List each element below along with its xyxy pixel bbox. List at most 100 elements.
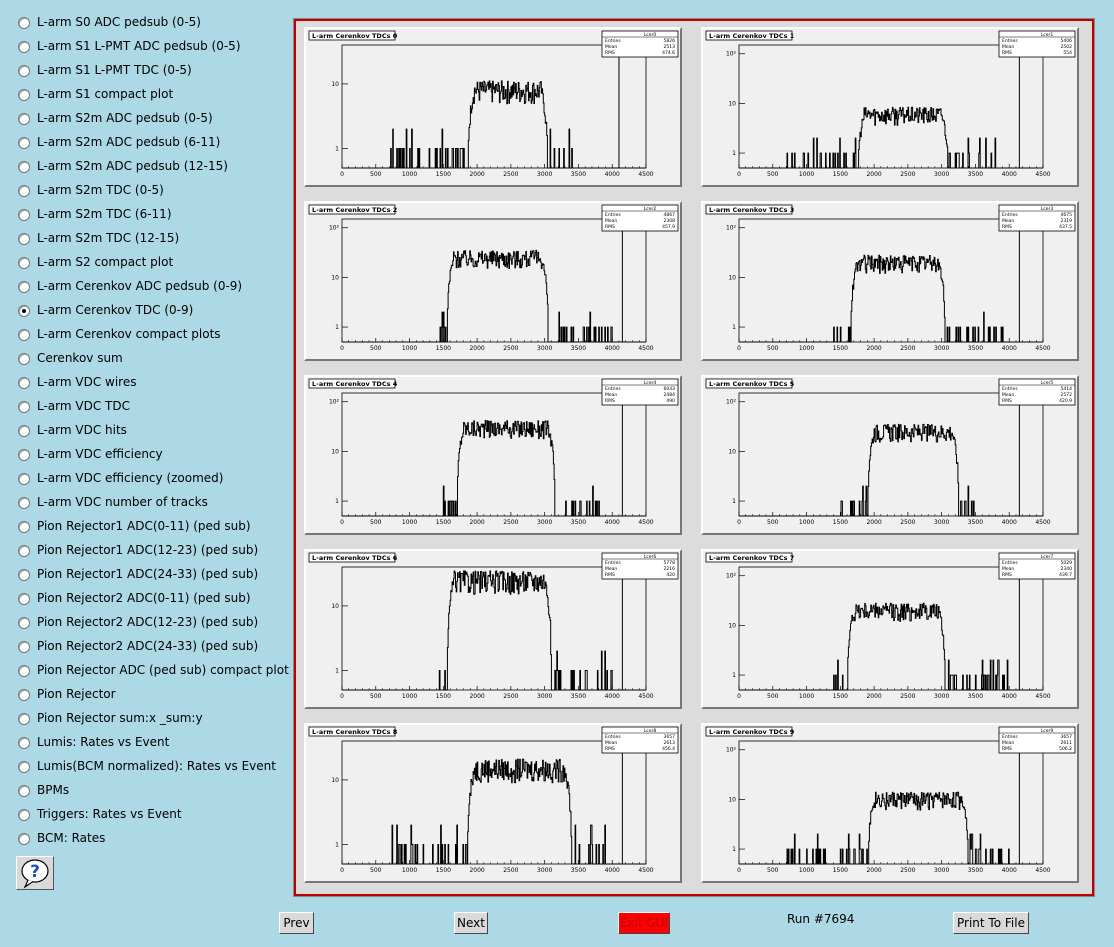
radio-unselected[interactable] xyxy=(18,377,30,389)
menu-item[interactable]: L-arm Cerenkov ADC pedsub (0-9) xyxy=(0,274,290,298)
radio-unselected[interactable] xyxy=(18,137,30,149)
radio-unselected[interactable] xyxy=(18,473,30,485)
menu-item[interactable]: Pion Rejector1 ADC(12-23) (ped sub) xyxy=(0,538,290,562)
menu-item[interactable]: L-arm VDC efficiency xyxy=(0,442,290,466)
menu-item[interactable]: L-arm S0 ADC pedsub (0-5) xyxy=(0,10,290,34)
menu-item[interactable]: Pion Rejector2 ADC(24-33) (ped sub) xyxy=(0,634,290,658)
menu-item[interactable]: L-arm S2m TDC (0-5) xyxy=(0,178,290,202)
x-tick-label: 500 xyxy=(767,345,779,352)
x-tick-label: 4000 xyxy=(605,693,620,700)
print-to-file-button[interactable]: Print To File xyxy=(953,912,1029,934)
radio-unselected[interactable] xyxy=(18,257,30,269)
radio-unselected[interactable] xyxy=(18,41,30,53)
menu-item[interactable]: Lumis(BCM normalized): Rates vs Event xyxy=(0,754,290,778)
x-tick-label: 1500 xyxy=(436,345,451,352)
histogram-line xyxy=(342,570,646,691)
x-tick-label: 4000 xyxy=(1002,345,1017,352)
x-tick-label: 1500 xyxy=(833,171,848,178)
stats-key: Entries xyxy=(605,734,621,740)
radio-unselected[interactable] xyxy=(18,329,30,341)
x-tick-label: 500 xyxy=(767,171,779,178)
menu-item[interactable]: L-arm VDC efficiency (zoomed) xyxy=(0,466,290,490)
radio-unselected[interactable] xyxy=(18,425,30,437)
stats-name: Lcer2 xyxy=(644,206,657,212)
radio-unselected[interactable] xyxy=(18,521,30,533)
menu-item-label: L-arm S2m ADC pedsub (12-15) xyxy=(37,159,228,173)
menu-item[interactable]: L-arm S2m TDC (6-11) xyxy=(0,202,290,226)
radio-unselected[interactable] xyxy=(18,353,30,365)
menu-item[interactable]: L-arm VDC hits xyxy=(0,418,290,442)
radio-unselected[interactable] xyxy=(18,617,30,629)
menu-item[interactable]: L-arm S2m ADC pedsub (6-11) xyxy=(0,130,290,154)
radio-unselected[interactable] xyxy=(18,209,30,221)
radio-unselected[interactable] xyxy=(18,65,30,77)
radio-unselected[interactable] xyxy=(18,833,30,845)
menu-item[interactable]: L-arm S1 L-PMT ADC pedsub (0-5) xyxy=(0,34,290,58)
menu-item[interactable]: Pion Rejector2 ADC(12-23) (ped sub) xyxy=(0,610,290,634)
radio-unselected[interactable] xyxy=(18,641,30,653)
x-tick-label: 2500 xyxy=(503,693,518,700)
radio-unselected[interactable] xyxy=(18,713,30,725)
y-tick-label: 10 xyxy=(728,622,736,629)
histogram-pad: 0 500 1000 1500 2000 2500 3000 3500 4000 4500 1 10 1… xyxy=(701,27,1079,187)
menu-item[interactable]: L-arm S2m ADC pedsub (0-5) xyxy=(0,106,290,130)
radio-unselected[interactable] xyxy=(18,89,30,101)
menu-item[interactable]: L-arm S2m TDC (12-15) xyxy=(0,226,290,250)
menu-item[interactable]: Pion Rejector1 ADC(24-33) (ped sub) xyxy=(0,562,290,586)
radio-unselected[interactable] xyxy=(18,449,30,461)
radio-unselected[interactable] xyxy=(18,233,30,245)
radio-unselected[interactable] xyxy=(18,809,30,821)
radio-unselected[interactable] xyxy=(18,185,30,197)
radio-unselected[interactable] xyxy=(18,17,30,29)
radio-unselected[interactable] xyxy=(18,497,30,509)
x-tick-label: 2500 xyxy=(900,867,915,874)
next-button[interactable]: Next xyxy=(454,912,488,934)
radio-unselected[interactable] xyxy=(18,281,30,293)
x-tick-label: 3000 xyxy=(934,171,949,178)
x-tick-label: 500 xyxy=(767,867,779,874)
menu-item-label: L-arm Cerenkov TDC (0-9) xyxy=(37,303,194,317)
radio-selected[interactable] xyxy=(18,305,30,317)
menu-item[interactable]: L-arm VDC number of tracks xyxy=(0,490,290,514)
radio-unselected[interactable] xyxy=(18,785,30,797)
radio-unselected[interactable] xyxy=(18,593,30,605)
exit-gui-button[interactable]: Exit GUI xyxy=(618,912,670,934)
menu-item[interactable]: L-arm S1 L-PMT TDC (0-5) xyxy=(0,58,290,82)
menu-item[interactable]: L-arm Cerenkov compact plots xyxy=(0,322,290,346)
radio-unselected[interactable] xyxy=(18,689,30,701)
radio-unselected[interactable] xyxy=(18,761,30,773)
x-tick-label: 0 xyxy=(340,345,344,352)
menu-item[interactable]: L-arm S2m ADC pedsub (12-15) xyxy=(0,154,290,178)
stats-name: Lcer7 xyxy=(1041,554,1054,560)
menu-item[interactable]: L-arm S1 compact plot xyxy=(0,82,290,106)
stats-box xyxy=(601,726,679,754)
radio-unselected[interactable] xyxy=(18,665,30,677)
prev-button[interactable]: Prev xyxy=(279,912,314,934)
menu-item[interactable]: L-arm Cerenkov TDC (0-9) xyxy=(0,298,290,322)
help-button[interactable]: ? xyxy=(16,856,54,890)
menu-item[interactable]: Pion Rejector2 ADC(0-11) (ped sub) xyxy=(0,586,290,610)
menu-item[interactable]: L-arm VDC TDC xyxy=(0,394,290,418)
menu-item[interactable]: Lumis: Rates vs Event xyxy=(0,730,290,754)
radio-unselected[interactable] xyxy=(18,737,30,749)
menu-item[interactable]: BCM: Rates xyxy=(0,826,290,850)
stats-key: Mean xyxy=(605,566,617,572)
radio-unselected[interactable] xyxy=(18,113,30,125)
x-tick-label: 1000 xyxy=(799,519,814,526)
menu-item[interactable]: Triggers: Rates vs Event xyxy=(0,802,290,826)
radio-unselected[interactable] xyxy=(18,161,30,173)
menu-item[interactable]: Pion Rejector1 ADC(0-11) (ped sub) xyxy=(0,514,290,538)
menu-item[interactable]: Pion Rejector xyxy=(0,682,290,706)
radio-unselected[interactable] xyxy=(18,545,30,557)
menu-item[interactable]: L-arm VDC wires xyxy=(0,370,290,394)
menu-item[interactable]: Pion Rejector ADC (ped sub) compact plot xyxy=(0,658,290,682)
histogram-pad: 0 500 1000 1500 2000 2500 3000 3500 4000 4500 1 10 1… xyxy=(701,549,1079,709)
menu-item[interactable]: Cerenkov sum xyxy=(0,346,290,370)
menu-item[interactable]: L-arm S2 compact plot xyxy=(0,250,290,274)
menu-item-label: L-arm VDC wires xyxy=(37,375,137,389)
menu-item-label: Lumis: Rates vs Event xyxy=(37,735,170,749)
menu-item[interactable]: BPMs xyxy=(0,778,290,802)
radio-unselected[interactable] xyxy=(18,569,30,581)
menu-item[interactable]: Pion Rejector sum:x _sum:y xyxy=(0,706,290,730)
radio-unselected[interactable] xyxy=(18,401,30,413)
